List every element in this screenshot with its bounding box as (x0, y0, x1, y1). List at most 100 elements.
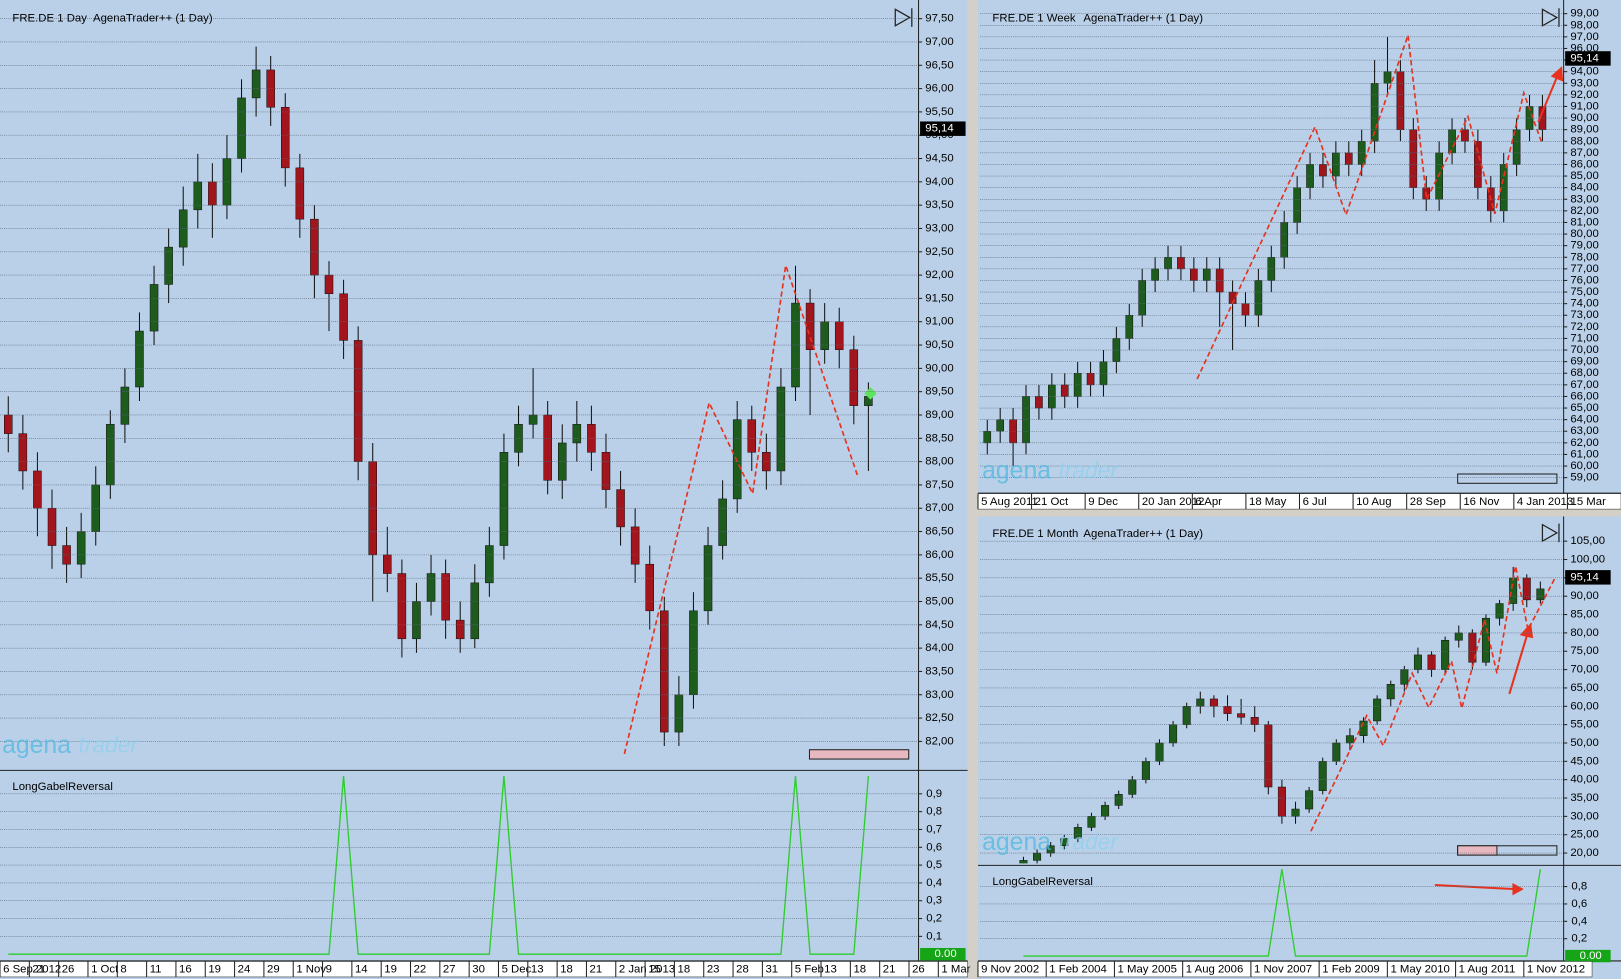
candle-body (1223, 706, 1232, 714)
chart-title: FRE.DE 1 Week (992, 13, 1075, 25)
candle-body (280, 106, 290, 169)
y-tick-label: 86,00 (925, 549, 953, 561)
y-tick-label: 88,00 (925, 456, 953, 468)
scroll-thumb[interactable] (1457, 845, 1498, 856)
candle-body (1060, 384, 1069, 397)
zigzag-annotation (1310, 565, 1556, 832)
candle-body (718, 498, 727, 546)
candle-body (1155, 742, 1164, 762)
y-tick-label: 61,00 (1570, 448, 1598, 460)
candle-body (1128, 779, 1137, 795)
last-price-label: 95,14 (925, 123, 953, 135)
indicator-last-box (920, 947, 966, 961)
y-tick-label: 81,00 (1570, 216, 1598, 228)
y-tick-label: 70,00 (1570, 344, 1598, 356)
y-tick-label: 86,00 (1570, 158, 1598, 170)
y-tick-label: 89,50 (925, 386, 953, 398)
y-tick-label: 90,00 (925, 362, 953, 374)
candle-body (47, 507, 57, 546)
y-tick-label: 95,50 (925, 106, 953, 118)
candle-body (1454, 632, 1463, 641)
y-tick-label: 75,00 (1570, 286, 1598, 298)
x-tick-label: 1 Oct (91, 964, 119, 976)
candle-body (455, 619, 465, 640)
candle-body (1461, 129, 1469, 142)
x-tick-label: 5 Dec (502, 964, 532, 976)
candle-body (237, 97, 246, 159)
y-tick-label: 55,00 (1570, 719, 1598, 731)
y-tick-label: 69,00 (1570, 356, 1598, 368)
y-tick-label: 0,1 (926, 930, 942, 942)
scroll-bar[interactable] (1457, 473, 1558, 484)
candle-body (1441, 639, 1450, 670)
y-tick-label: 92,00 (1570, 89, 1598, 101)
candle-body (1060, 838, 1069, 846)
candle-body (1413, 654, 1422, 670)
y-tick-label: 83,00 (925, 689, 953, 701)
x-tick-label: 1 Mar (941, 964, 970, 976)
y-tick-label: 85,00 (925, 596, 953, 608)
candle-body (543, 414, 552, 481)
y-tick-label: 83,50 (925, 665, 953, 677)
candle-body (805, 302, 815, 350)
candle-body (1250, 717, 1259, 725)
left-window (0, 0, 968, 979)
chart-title: FRE.DE 1 Month (992, 528, 1078, 540)
logo-text: agena (2, 732, 71, 759)
y-tick-label: 73,00 (1570, 309, 1598, 321)
candle-body (1169, 724, 1178, 744)
x-tick-label: 15 Mar (1571, 496, 1607, 508)
y-tick-label: 80,00 (1570, 228, 1598, 240)
y-tick-label: 82,00 (1570, 205, 1598, 217)
splitter (977, 508, 1621, 517)
candle-body (1332, 742, 1341, 762)
candle-body (1386, 684, 1395, 700)
x-tick-label: 2 Jan 2013 (619, 964, 675, 976)
candle-body (1237, 713, 1246, 718)
y-tick-label: 62,00 (1570, 437, 1598, 449)
y-tick-label: 88,00 (1570, 135, 1598, 147)
candle-body (1370, 83, 1379, 142)
candle-body (689, 610, 698, 696)
candle-body (776, 386, 786, 472)
x-tick-label: 9 (326, 964, 332, 976)
candle-body (1019, 860, 1028, 864)
indicator-title: LongGabelReversal (12, 781, 112, 793)
y-tick-label: 87,00 (1570, 147, 1598, 159)
x-tick-label: 14 (355, 964, 368, 976)
y-tick-label: 91,50 (925, 292, 953, 304)
indicator-title: LongGabelReversal (992, 876, 1092, 888)
y-tick-label: 71,00 (1570, 332, 1598, 344)
x-tick-label: 18 (560, 964, 573, 976)
y-tick-label: 79,00 (1570, 240, 1598, 252)
candle-body (295, 167, 305, 220)
indicator-line (8, 775, 870, 955)
candle-body (1101, 805, 1110, 817)
arrows (1434, 66, 1564, 896)
y-tick-label: 94,50 (925, 153, 953, 165)
candle-body (1277, 786, 1286, 817)
scroll-bar[interactable] (808, 749, 910, 760)
candle-body (1241, 303, 1250, 316)
x-tick-label: 18 May (1249, 496, 1287, 508)
x-tick-label: 21 (590, 964, 603, 976)
x-tick-label: 31 (765, 964, 778, 976)
y-tick-label: 100,00 (1570, 554, 1605, 566)
x-tick-label: 9 Dec (1088, 496, 1118, 508)
candle-body (1427, 654, 1436, 670)
candle-body (1509, 577, 1518, 604)
x-tick-label: 24 (238, 964, 251, 976)
x-tick-label: 1 May 2005 (1118, 964, 1177, 976)
candle-body (1495, 603, 1504, 619)
y-tick-label: 72,00 (1570, 321, 1598, 333)
candle-body (1319, 164, 1327, 177)
candle-body (732, 419, 742, 500)
candle-body (1087, 816, 1096, 828)
candle-body (791, 302, 800, 388)
candle-body (149, 284, 159, 332)
y-tick-label: 64,00 (1570, 414, 1598, 426)
candle-body (383, 554, 392, 574)
candle-body (426, 573, 436, 602)
y-tick-label: 96,50 (925, 59, 953, 71)
